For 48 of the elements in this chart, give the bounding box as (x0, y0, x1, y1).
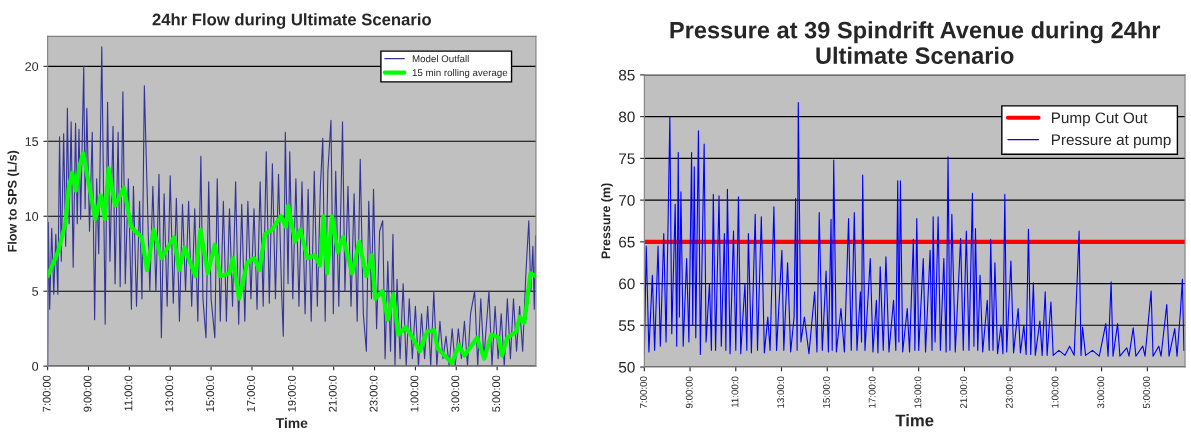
y-tick-label: 80 (618, 111, 635, 123)
legend-label: Model Outfall (412, 55, 469, 63)
x-tick-label: 1:00:00 (410, 375, 419, 412)
x-tick-label: 15:00:0 (822, 376, 830, 408)
y-axis-title: Pressure (m) (601, 183, 613, 259)
y-tick-label: 85 (618, 69, 635, 81)
y-tick-label: 55 (618, 320, 635, 331)
x-tick-label: 23:00:0 (369, 375, 378, 412)
x-tick-label: 5:00:00 (492, 375, 501, 412)
x-tick-label: 19:00:0 (914, 376, 922, 408)
y-tick-label: 65 (619, 236, 635, 248)
y-axis-title: Flow to SPS (L/s) (7, 150, 20, 252)
x-tick-label: 21:00:0 (328, 375, 337, 412)
x-tick-label: 3:00:00 (451, 375, 460, 412)
y-tick-label: 70 (619, 194, 635, 206)
y-tick-label: 0 (32, 361, 39, 371)
y-tick-label: 75 (619, 153, 635, 165)
chart-title: 24hr Flow during Ultimate Scenario (152, 13, 431, 29)
y-tick-label: 15 (25, 137, 39, 146)
x-tick-label: 1:00:00 (1051, 376, 1059, 408)
x-tick-label: 3:00:00 (1097, 376, 1105, 409)
y-tick-label: 5 (32, 287, 39, 296)
line-series (644, 101, 1185, 357)
legend-label: 15 min rolling average (412, 68, 508, 78)
x-tick-label: 9:00:00 (685, 376, 693, 409)
x-tick-label: 9:00:00 (83, 375, 92, 412)
x-tick-label: 13:00:0 (777, 376, 785, 408)
x-axis-title: Time (895, 414, 934, 427)
x-tick-label: 19:00:0 (287, 375, 296, 412)
x-tick-label: 5:00:00 (1143, 376, 1150, 409)
x-tick-label: 7:00:00 (640, 376, 647, 409)
x-tick-label: 17:00:0 (868, 376, 876, 408)
x-tick-label: 23:00:0 (1005, 376, 1013, 409)
y-tick-label: 10 (25, 212, 39, 221)
x-tick-label: 17:00:0 (247, 375, 255, 412)
x-axis-title: Time (275, 417, 308, 429)
x-tick-label: 13:00:0 (165, 375, 174, 412)
x-tick-label: 7:00:00 (42, 375, 51, 412)
y-tick-label: 60 (619, 278, 635, 290)
y-tick-label: 50 (618, 361, 635, 373)
x-tick-label: 11:00:0 (124, 375, 133, 411)
x-tick-label: 11:00:0 (731, 376, 739, 408)
legend-label: Pressure at pump (1051, 134, 1171, 149)
y-tick-label: 20 (25, 62, 39, 71)
chart-title: Pressure at 39 Spindrift Avenue during 24hr Ultimate Scenario (670, 21, 1161, 65)
x-tick-label: 15:00:0 (206, 375, 215, 412)
x-tick-label: 21:00:0 (960, 376, 968, 409)
legend-label: Pump Cut Out (1051, 112, 1148, 127)
